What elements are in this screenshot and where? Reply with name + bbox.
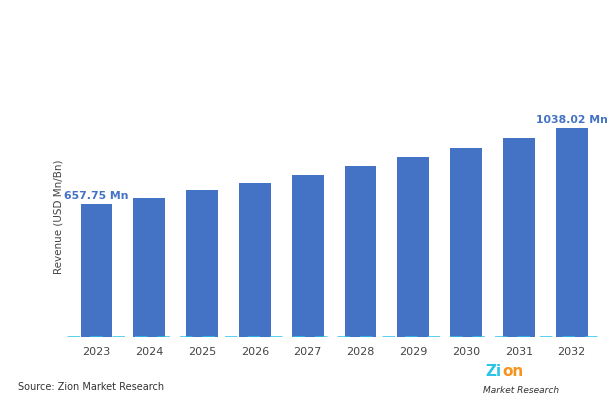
Bar [397,158,429,337]
Text: 657.75 Mn: 657.75 Mn [64,190,129,200]
Bar [81,205,112,337]
Text: 1038.02 Mn: 1038.02 Mn [536,114,607,124]
Y-axis label: Revenue (USD Mn/Bn): Revenue (USD Mn/Bn) [53,160,63,273]
Text: Zi: Zi [485,364,502,379]
Bar [134,198,165,337]
Bar [186,191,218,337]
Bar [503,139,535,337]
Text: Silage Inoculants & Enzymes Market,: Silage Inoculants & Enzymes Market, [125,19,488,37]
Text: Global Market Size, 2024-2032 (USD Million): Global Market Size, 2024-2032 (USD Milli… [160,60,453,73]
Text: Market Research: Market Research [483,385,559,394]
Bar [292,175,324,337]
Text: on: on [502,364,523,379]
Text: CAGR : 5.20%: CAGR : 5.20% [94,105,191,118]
Bar [451,149,482,337]
Text: Source: Zion Market Research: Source: Zion Market Research [18,381,164,391]
Bar [556,129,587,337]
Bar [239,183,271,337]
Bar [345,167,376,337]
